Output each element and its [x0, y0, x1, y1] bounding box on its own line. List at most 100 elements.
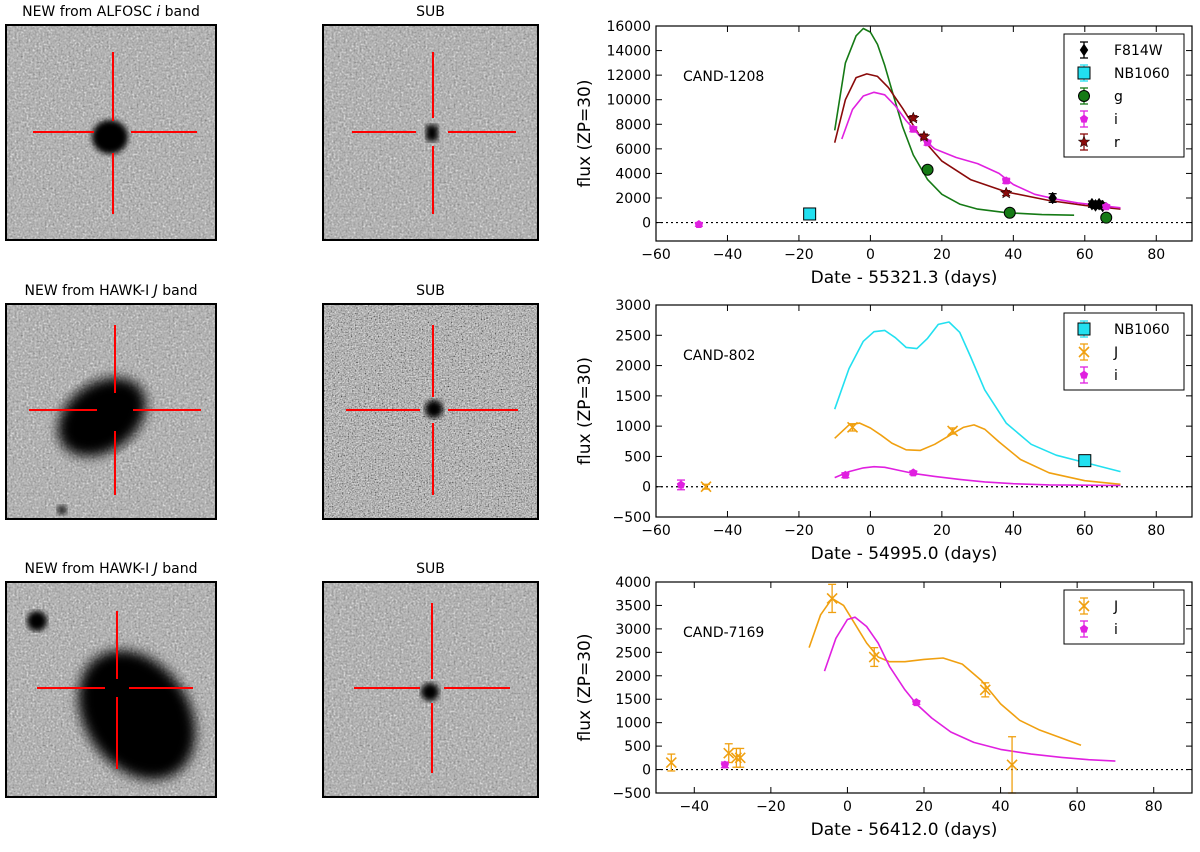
data-point-J [846, 421, 859, 433]
x-tick-label: 40 [992, 799, 1010, 815]
crosshair [352, 52, 516, 214]
legend-label-NB1060: NB1060 [1114, 322, 1170, 338]
y-tick-label: 2000 [615, 669, 651, 685]
crosshair [346, 325, 518, 495]
y-tick-label: −500 [613, 510, 651, 526]
x-tick-label: −20 [784, 523, 814, 539]
candidate-label: CAND-7169 [683, 625, 764, 641]
x-tick-label: 0 [843, 799, 852, 815]
model-curve-J [808, 597, 1082, 746]
data-point-i [923, 138, 932, 147]
data-point-i [1002, 176, 1011, 185]
stamp-svg [7, 583, 215, 796]
model-curve-i [841, 91, 1121, 209]
y-tick-label: 2500 [615, 645, 651, 661]
x-tick-label: −60 [641, 247, 671, 263]
sub-image-1 [322, 24, 539, 241]
legend-marker-J [1078, 600, 1090, 612]
data-point-i [720, 760, 730, 769]
legend-marker-g [1078, 90, 1090, 102]
y-axis-label: flux (ZP=30) [575, 634, 595, 742]
data-point-J [1006, 759, 1018, 771]
sub-image-2 [322, 303, 539, 520]
y-axis-label: flux (ZP=30) [575, 357, 595, 465]
sub-image-3 [322, 581, 539, 798]
data-point-F814W [1048, 191, 1057, 205]
x-tick-label: −40 [713, 523, 743, 539]
data-point-J [947, 425, 959, 437]
y-tick-label: 2500 [615, 328, 651, 344]
legend-label-F814W: F814W [1114, 43, 1163, 59]
data-point-r [999, 186, 1013, 199]
legend-label-J: J [1113, 345, 1118, 361]
x-tick-label: 60 [1068, 799, 1086, 815]
data-point-i [676, 480, 686, 489]
y-tick-label: 6000 [615, 142, 651, 158]
y-tick-label: 12000 [606, 68, 651, 84]
legend-marker-NB1060 [1077, 66, 1091, 80]
x-tick-label: 80 [1147, 523, 1165, 539]
stamp-svg [324, 583, 537, 796]
y-tick-label: 14000 [606, 44, 651, 60]
y-tick-label: 4000 [615, 166, 651, 182]
chart-svg: −60 −40 −20 0 20 40 60 80 0 2000 4000 6000 8000 10000… [575, 19, 1193, 288]
chart-svg: −40 −20 0 20 40 60 80 −500 0 500 1000 1500 2000 2500 3… [575, 575, 1193, 840]
new-image-3 [5, 581, 217, 798]
x-tick-label: −60 [641, 523, 671, 539]
legend-marker-NB1060 [1077, 322, 1091, 336]
y-tick-label: 1500 [615, 389, 651, 405]
y-tick-label: 3000 [615, 622, 651, 638]
x-tick-label: 20 [915, 799, 933, 815]
data-point-NB1060 [803, 207, 817, 221]
stamp-svg [7, 305, 215, 518]
legend-label-i: i [1114, 112, 1118, 128]
data-point-J [665, 756, 677, 769]
x-tick-label: −40 [680, 799, 710, 815]
x-axis-label: Date - 56412.0 (days) [811, 820, 998, 840]
data-point-g [1003, 206, 1016, 219]
crosshair [354, 603, 510, 773]
data-point-J [723, 747, 735, 759]
legend-marker-i [1079, 624, 1089, 633]
plot-frame [655, 25, 1193, 242]
x-tick-label: 80 [1147, 247, 1165, 263]
x-tick-label: 0 [866, 247, 875, 263]
x-tick-label: −20 [756, 799, 786, 815]
data-point-J [734, 752, 746, 764]
x-tick-label: 20 [933, 247, 951, 263]
y-tick-label: 0 [642, 480, 651, 496]
x-axis-label: Date - 55321.3 (days) [811, 268, 998, 288]
light-curve-chart-2: −60 −40 −20 0 20 40 60 80 −500 0 500 1000 1500 2000 25… [560, 290, 1200, 570]
y-tick-label: 1500 [615, 692, 651, 708]
model-curve-g [833, 27, 1075, 216]
legend-marker-F814W [1079, 43, 1089, 57]
legend-label-i: i [1114, 622, 1118, 638]
legend-marker-r [1077, 135, 1091, 148]
data-point-r [917, 129, 931, 142]
chart-svg: −60 −40 −20 0 20 40 60 80 −500 0 500 1000 1500 2000 25… [575, 298, 1193, 564]
x-axis-label: Date - 54995.0 (days) [811, 544, 998, 564]
y-tick-label: −500 [613, 786, 651, 802]
legend-marker-i [1079, 114, 1089, 123]
x-tick-label: −20 [784, 247, 814, 263]
data-point-NB1060 [1078, 454, 1092, 468]
y-tick-label: 16000 [606, 19, 651, 35]
data-point-J [979, 684, 991, 696]
sub-image-title-1: SUB [416, 4, 445, 20]
legend-label-r: r [1114, 135, 1120, 151]
y-tick-label: 3500 [615, 598, 651, 614]
x-tick-label: 40 [1004, 247, 1022, 263]
legend-marker-i [1079, 370, 1089, 379]
y-tick-label: 1000 [615, 716, 651, 732]
y-tick-label: 0 [642, 216, 651, 232]
stamp-svg [324, 26, 537, 239]
sub-image-title-3: SUB [416, 561, 445, 577]
crosshair [37, 611, 193, 769]
x-tick-label: 60 [1076, 523, 1094, 539]
plot-frame [655, 304, 1193, 518]
data-point-J [868, 651, 880, 663]
data-point-J [700, 481, 712, 493]
y-axis-label: flux (ZP=30) [575, 80, 595, 188]
y-tick-label: 500 [624, 449, 651, 465]
stamp-svg [7, 26, 215, 239]
